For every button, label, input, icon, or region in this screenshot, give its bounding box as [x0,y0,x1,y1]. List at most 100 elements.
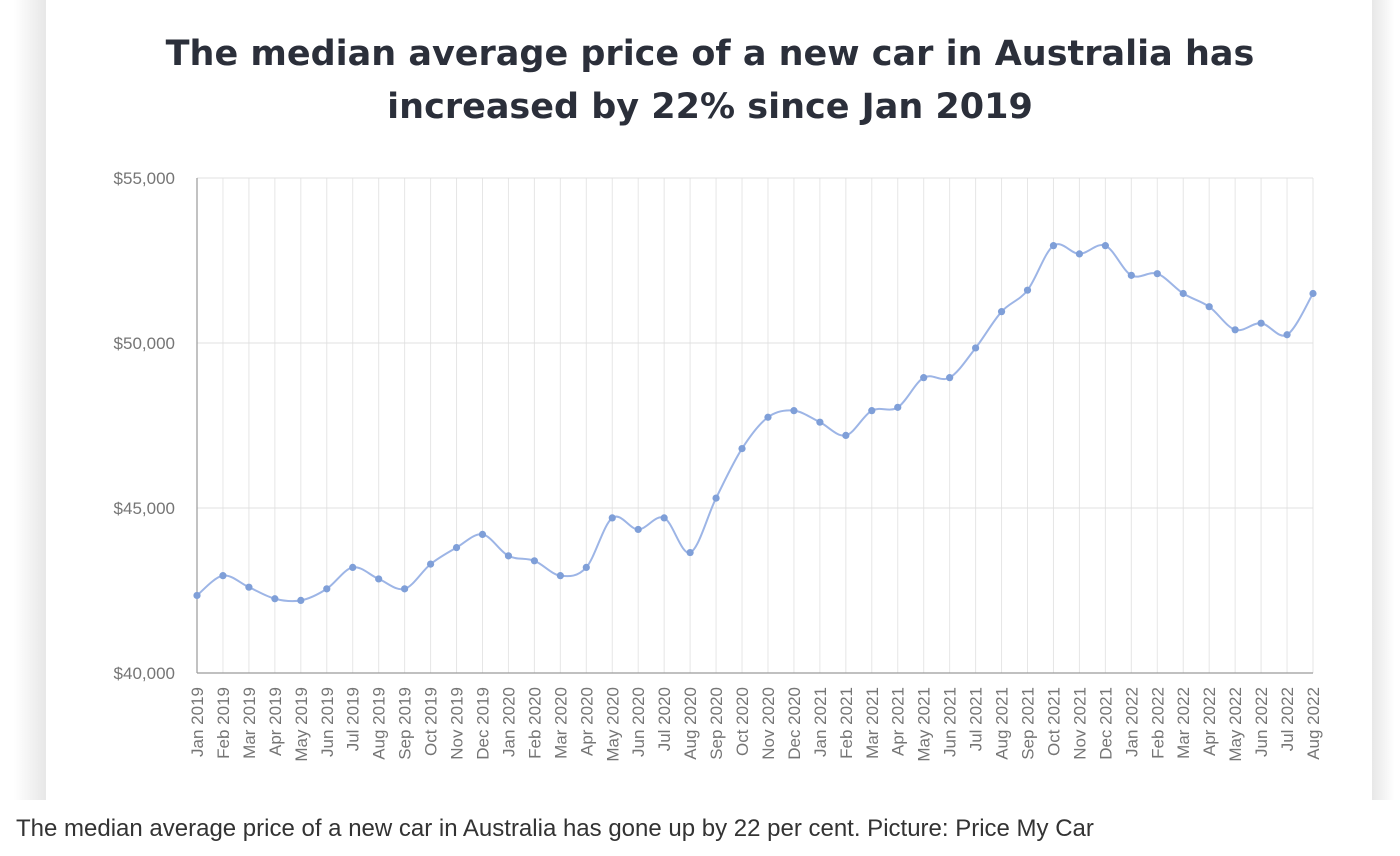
x-tick-label: May 2022 [1226,687,1245,762]
data-point [1101,242,1109,250]
data-point [972,344,980,352]
x-tick-label: Mar 2019 [240,687,259,759]
data-point [504,552,513,560]
x-tick-label: Jun 2022 [1252,687,1271,757]
x-tick-label: May 2020 [603,687,622,762]
data-point [375,575,383,583]
x-tick-label: Apr 2020 [577,687,596,756]
data-point [608,514,616,522]
x-tick-label: Jul 2021 [967,687,986,751]
data-point [894,403,902,411]
series-line [196,243,1314,603]
x-tick-label: Sep 2019 [396,687,415,760]
data-point [738,445,746,453]
x-tick-label: Jul 2020 [655,687,674,751]
page-frame-left [0,0,46,800]
data-point [193,591,201,600]
x-tick-label: Jan 2019 [188,687,207,757]
data-point [1023,286,1032,294]
data-point [1127,271,1135,279]
data-point [582,563,590,572]
data-point [426,560,435,568]
data-point [478,530,487,539]
grid-lines [196,177,1314,674]
x-tick-label: Sep 2020 [707,687,726,760]
data-point [868,407,876,415]
x-tick-label: Feb 2019 [214,687,233,759]
data-point [946,374,954,382]
x-tick-label: Jul 2022 [1278,687,1297,751]
x-tick-label: Apr 2019 [266,687,285,756]
x-tick-label: Oct 2019 [422,687,441,756]
x-tick-label: Apr 2021 [889,687,908,756]
data-point [1283,331,1291,339]
data-point [1179,289,1187,298]
x-tick-label: Nov 2020 [759,687,778,760]
x-tick-label: Aug 2019 [370,687,389,760]
y-axis-ticks: $40,000 $45,000 $50,000 $55,000 [114,169,175,683]
data-point [816,418,824,426]
data-point [920,374,928,382]
x-tick-label: Jan 2022 [1122,687,1141,757]
x-tick-label: Jun 2021 [941,687,960,757]
x-tick-label: May 2019 [292,687,311,762]
data-point [712,494,720,502]
y-tick-label: $40,000 [114,664,175,683]
data-point [634,525,642,534]
x-tick-label: Nov 2019 [448,687,467,760]
image-caption: The median average price of a new car in… [16,815,1094,842]
y-tick-label: $50,000 [114,334,175,353]
data-point [323,585,331,593]
x-tick-label: Sep 2021 [1019,687,1038,760]
data-point [1049,242,1058,250]
data-point [452,544,461,552]
x-tick-label: Mar 2022 [1174,687,1193,759]
x-tick-label: Jun 2019 [318,687,337,757]
x-axis-ticks: Jan 2019 Feb 2019 Mar 2019 Apr 2019 May 2019… [188,687,1323,762]
x-tick-label: Dec 2020 [785,687,804,760]
x-tick-label: May 2021 [915,687,934,762]
x-tick-label: Jun 2020 [629,687,648,757]
data-point [660,514,668,522]
x-tick-label: Dec 2019 [473,687,492,760]
data-point [1257,319,1265,327]
data-point [219,572,227,580]
x-tick-label: Feb 2021 [837,687,856,759]
x-tick-label: Oct 2020 [733,687,752,756]
x-tick-label: Jan 2021 [811,687,830,757]
data-point [842,431,850,439]
x-tick-label: Aug 2021 [993,687,1012,760]
x-tick-label: Mar 2021 [863,687,882,759]
data-point [556,572,564,580]
x-tick-label: Jul 2019 [344,687,363,751]
x-tick-label: Aug 2022 [1304,687,1323,760]
chart-card [46,0,1372,800]
line-chart: $40,000 $45,000 $50,000 $55,000 Jan 2019 Feb… [114,169,1323,762]
data-point [1205,303,1213,311]
x-tick-label: Oct 2021 [1044,687,1063,756]
data-point [764,413,772,421]
y-tick-label: $55,000 [114,169,175,188]
data-point [530,557,538,565]
data-point [271,595,279,603]
data-point [1231,326,1239,334]
x-tick-label: Feb 2020 [525,687,544,759]
x-tick-label: Feb 2022 [1148,687,1167,759]
data-point [790,407,798,415]
data-point [1075,250,1084,258]
x-tick-label: Jan 2020 [499,687,518,757]
data-point [997,308,1006,316]
y-tick-label: $45,000 [114,499,175,518]
data-point [297,596,305,605]
data-point [245,583,253,591]
data-point [1153,270,1161,278]
x-tick-label: Dec 2021 [1096,687,1115,760]
series-price [193,242,1317,605]
chart-title: The median average price of a new car in… [165,34,1255,127]
x-tick-label: Nov 2021 [1070,687,1089,760]
data-point [686,548,694,557]
axes [196,178,1313,674]
x-tick-label: Aug 2020 [681,687,700,760]
x-tick-label: Apr 2022 [1200,687,1219,756]
page-frame-right [1372,0,1400,800]
